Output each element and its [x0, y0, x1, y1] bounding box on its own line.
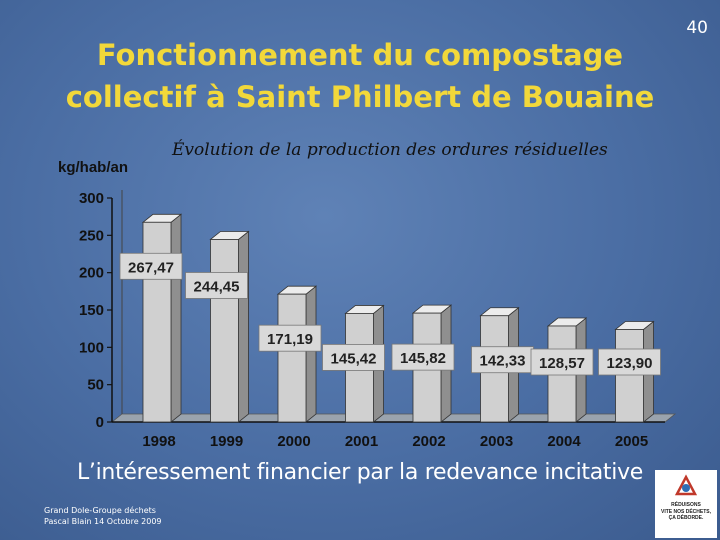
x-tick-label: 2001	[345, 433, 378, 450]
data-label: 123,90	[607, 355, 653, 372]
data-label-box	[322, 344, 385, 371]
logo-text-line-2: VITE NOS DÉCHETS,	[660, 508, 711, 515]
bar-side	[238, 230, 249, 423]
data-label: 244,45	[194, 278, 240, 295]
y-tick-label: 150	[79, 302, 104, 319]
y-tick-label: 250	[79, 227, 104, 244]
data-label: 145,42	[331, 350, 377, 367]
data-label-box	[598, 348, 661, 376]
data-label-box	[258, 324, 322, 352]
footer-credit: Grand Dole-Groupe déchets Pascal Blain 1…	[44, 505, 162, 527]
logo-text: RÉDUISONS VITE NOS DÉCHETS, ÇA DÉBORDE.	[655, 502, 717, 522]
data-label: 145,82	[400, 350, 446, 367]
data-label: 128,57	[539, 355, 585, 372]
credit-line-2: Pascal Blain 14 Octobre 2009	[44, 517, 162, 526]
data-label-box	[471, 346, 534, 374]
data-label-box	[530, 348, 594, 376]
plot-floor	[110, 413, 677, 423]
campaign-logo: RÉDUISONS VITE NOS DÉCHETS, ÇA DÉBORDE.	[655, 470, 717, 538]
x-tick-label: 2002	[412, 433, 445, 450]
data-label: 142,33	[480, 353, 526, 370]
chart-title: Évolution de la production des ordures r…	[172, 140, 608, 160]
y-axis-label: kg/hab/an	[58, 159, 128, 176]
data-label: 171,19	[267, 331, 313, 348]
y-tick-label: 300	[79, 190, 104, 207]
page-number: 40	[686, 18, 708, 38]
x-tick-label: 1998	[142, 433, 175, 450]
data-label-box	[391, 343, 455, 371]
slide-title-line-2: collectif à Saint Philbert de Bouaine	[65, 80, 655, 114]
y-tick-label: 0	[96, 414, 104, 431]
x-tick-label: 2003	[480, 433, 513, 450]
data-label-box	[119, 252, 183, 280]
bar-side	[170, 213, 182, 423]
x-tick-label: 1999	[210, 433, 243, 450]
slide-subtitle: L’intéressement financier par la redevan…	[76, 460, 644, 485]
bar-side	[305, 285, 317, 423]
data-label-box	[185, 272, 248, 299]
x-tick-label: 2004	[547, 433, 581, 450]
y-tick-label: 100	[79, 339, 104, 356]
bar-1998	[142, 221, 172, 423]
bar-2000	[277, 293, 307, 423]
y-tick-label: 50	[87, 377, 104, 394]
logo-text-line-3: ÇA DÉBORDE.	[668, 515, 704, 521]
x-tick-label: 2000	[277, 433, 310, 450]
x-tick-label: 2005	[615, 433, 648, 450]
recycling-logo-icon	[674, 474, 698, 496]
slide-title: Fonctionnement du compostage collectif à…	[0, 34, 720, 118]
credit-line-1: Grand Dole-Groupe déchets	[44, 506, 156, 515]
bar-1999	[210, 239, 239, 423]
slide-title-line-1: Fonctionnement du compostage	[96, 38, 624, 72]
data-label: 267,47	[128, 259, 174, 276]
logo-text-line-1: RÉDUISONS	[671, 502, 701, 508]
bar-2005	[615, 329, 644, 423]
y-tick-label: 200	[79, 265, 104, 282]
